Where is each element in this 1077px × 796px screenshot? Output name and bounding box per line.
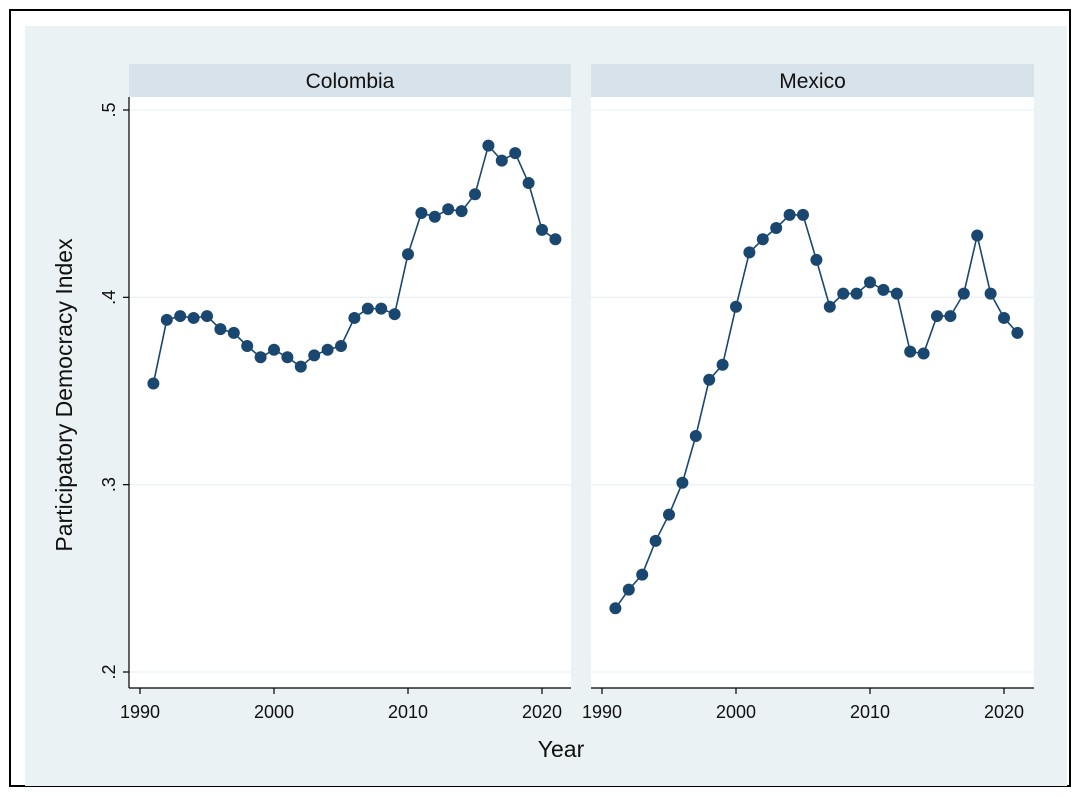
data-point-mexico-2021 [1011, 326, 1024, 339]
x-tick-label-mexico-2: 2010 [850, 702, 890, 722]
data-point-mexico-2005 [797, 208, 809, 221]
data-point-colombia-1996 [214, 323, 227, 336]
data-point-colombia-2018 [509, 147, 522, 160]
data-point-mexico-1994 [649, 534, 662, 547]
data-point-mexico-1992 [622, 583, 635, 596]
data-point-colombia-2010 [402, 248, 414, 261]
data-point-mexico-1997 [689, 429, 702, 442]
data-point-mexico-2002 [756, 233, 769, 246]
data-point-mexico-2016 [944, 310, 957, 323]
plot-area-mexico [591, 97, 1034, 688]
data-point-colombia-2009 [388, 308, 401, 321]
x-tick-label-mexico-1: 2000 [716, 702, 756, 722]
data-point-mexico-2001 [743, 246, 756, 259]
data-point-mexico-2008 [837, 287, 850, 300]
data-point-mexico-2000 [730, 300, 742, 313]
data-point-colombia-2019 [522, 177, 535, 190]
data-point-colombia-2001 [281, 351, 294, 364]
data-point-colombia-2017 [495, 154, 508, 167]
data-point-mexico-2004 [783, 208, 796, 221]
data-point-mexico-2011 [877, 283, 890, 296]
data-point-mexico-2003 [770, 222, 783, 235]
data-point-colombia-2013 [442, 203, 455, 216]
panel-strip-mexico [591, 64, 1034, 97]
data-point-mexico-2007 [823, 300, 836, 313]
data-point-colombia-2004 [321, 343, 334, 356]
data-point-mexico-2012 [890, 287, 903, 300]
data-point-colombia-2008 [375, 302, 388, 315]
data-point-colombia-1991 [147, 377, 160, 390]
data-point-colombia-1995 [201, 310, 213, 323]
panel-title-colombia: Colombia [306, 70, 395, 93]
y-axis-title: Participatory Democracy Index [51, 238, 77, 552]
data-point-colombia-2007 [361, 302, 374, 315]
data-point-mexico-1991 [609, 602, 622, 615]
x-axis-title: Year [538, 736, 585, 762]
data-point-mexico-2018 [971, 229, 984, 242]
data-point-mexico-2013 [904, 345, 917, 358]
data-point-colombia-2014 [455, 205, 468, 218]
data-point-mexico-2014 [917, 347, 930, 360]
data-point-colombia-1993 [174, 310, 187, 323]
data-point-colombia-2020 [536, 223, 548, 236]
x-tick-label-colombia-0: 1990 [120, 702, 160, 722]
data-point-mexico-2010 [864, 276, 876, 289]
data-point-mexico-1993 [636, 568, 649, 581]
data-point-mexico-2017 [957, 287, 970, 300]
plot-area-colombia [129, 97, 571, 688]
y-tick-label-2: .4 [99, 290, 119, 305]
x-tick-label-mexico-0: 1990 [582, 702, 622, 722]
data-point-mexico-2015 [931, 310, 943, 323]
data-point-mexico-1995 [663, 508, 675, 521]
x-tick-label-colombia-3: 2020 [522, 702, 562, 722]
data-point-colombia-2015 [469, 188, 481, 201]
y-tick-label-0: .2 [99, 664, 119, 679]
data-point-mexico-2019 [984, 287, 997, 300]
data-point-colombia-2006 [348, 311, 361, 324]
y-tick-label-3: .5 [99, 102, 119, 117]
panel-strip-colombia [129, 64, 571, 97]
data-point-colombia-2021 [549, 233, 562, 246]
data-point-colombia-2011 [415, 207, 428, 220]
data-point-mexico-2020 [998, 311, 1010, 324]
data-point-colombia-2000 [268, 343, 280, 356]
data-point-colombia-1997 [227, 326, 240, 339]
data-point-colombia-1998 [241, 340, 254, 353]
data-point-colombia-1999 [254, 351, 267, 364]
data-point-colombia-2005 [335, 340, 347, 353]
data-point-mexico-1999 [716, 358, 729, 371]
data-point-mexico-2006 [810, 253, 823, 266]
data-point-mexico-1998 [703, 373, 716, 386]
data-point-colombia-2012 [428, 210, 441, 223]
x-tick-label-colombia-1: 2000 [254, 702, 294, 722]
panel-title-mexico: Mexico [779, 70, 846, 93]
data-point-mexico-1996 [676, 476, 689, 489]
data-point-colombia-2002 [294, 360, 307, 373]
data-point-colombia-2016 [482, 139, 495, 152]
x-tick-label-mexico-3: 2020 [984, 702, 1024, 722]
x-tick-label-colombia-2: 2010 [388, 702, 428, 722]
y-tick-label-1: .3 [99, 477, 119, 492]
data-point-colombia-1992 [160, 313, 173, 326]
data-point-colombia-1994 [187, 311, 200, 324]
data-point-mexico-2009 [850, 287, 863, 300]
data-point-colombia-2003 [308, 349, 321, 362]
